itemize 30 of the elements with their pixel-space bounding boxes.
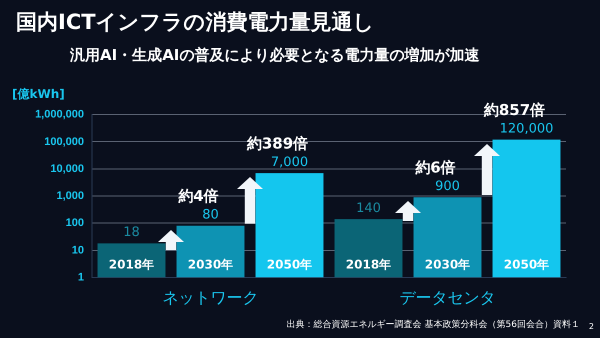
y-tick-label: 100 [66, 217, 84, 230]
data-label: 120,000 [500, 121, 554, 136]
y-tick-label: 10 [72, 244, 84, 256]
x-tick-label: 2030年 [424, 258, 470, 272]
y-tick-label: 10,000 [50, 162, 84, 175]
text: データセンタ [400, 288, 496, 309]
data-label: 900 [435, 179, 460, 194]
x-tick-label: 2050年 [504, 258, 550, 272]
y-tick-label: 1 [78, 271, 84, 284]
x-tick-label: 2030年 [188, 258, 234, 272]
y-tick-label: 100,000 [44, 136, 84, 148]
annotation: 約389倍 [246, 134, 308, 152]
chart-subtitle: 汎用AI・生成AIの普及により必要となる電力量の増加が加速 [70, 46, 480, 65]
data-label: 140 [356, 201, 381, 216]
annotation: 約4倍 [177, 187, 219, 206]
source-note: 出典：総合資源エネルギー調査会 基本政策分科会（第56回会合）資料１ [286, 318, 580, 331]
chart-title: 国内ICTインフラの消費電力量見通し [16, 9, 375, 36]
x-tick-label: 2018年 [346, 258, 392, 272]
y-axis-title: [億kWh] [12, 86, 65, 103]
data-label: 7,000 [270, 154, 308, 170]
y-tick-label: 1,000,000 [35, 108, 84, 121]
data-label: 18 [123, 225, 140, 240]
x-tick-label: 2050年 [266, 258, 312, 272]
annotation: 約6倍 [414, 158, 456, 177]
text: ネットワーク [162, 288, 258, 309]
data-label: 80 [202, 208, 219, 223]
x-tick-label: 2018年 [108, 258, 154, 272]
y-tick-label: 1,000 [56, 190, 84, 202]
annotation: 約857倍 [482, 100, 546, 119]
text: 2 [588, 322, 594, 331]
